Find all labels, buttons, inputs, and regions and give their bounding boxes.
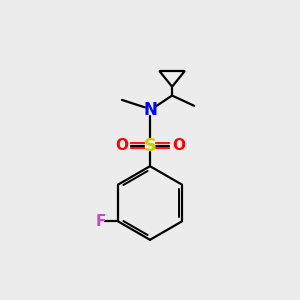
Text: N: N [143,101,157,119]
Text: O: O [115,138,128,153]
Text: F: F [95,214,106,229]
Text: O: O [172,138,185,153]
Text: S: S [143,136,157,154]
